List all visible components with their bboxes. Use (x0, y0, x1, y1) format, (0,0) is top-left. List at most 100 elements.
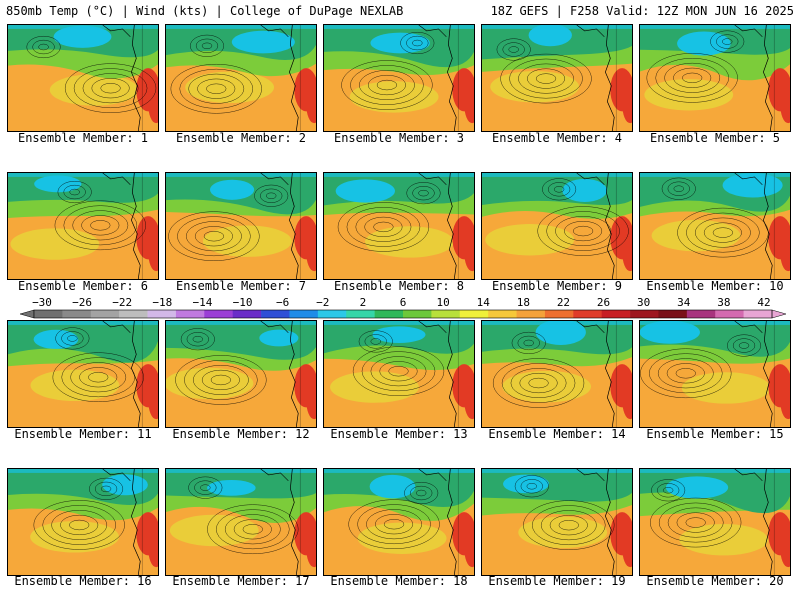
temperature-field-map (324, 321, 474, 427)
ensemble-member-caption: Ensemble Member: 5 (649, 131, 781, 145)
ensemble-map-panel (323, 172, 475, 280)
colorbar-swatch (573, 310, 602, 318)
colorbar-swatch (346, 310, 375, 318)
colorbar-tick-label: −18 (152, 296, 172, 309)
temperature-field-map (166, 321, 316, 427)
colorbar-tick-label: −14 (193, 296, 213, 309)
temperature-colorbar: −30 −26 −22 −18 −14 −10 −6 −2 2 6 10 14 18 22 26 30 34 38… (19, 296, 787, 319)
colorbar-swatch (289, 310, 319, 318)
colorbar-tick-label: 18 (517, 296, 530, 309)
temperature-field-map (482, 469, 632, 575)
colorbar-swatch (431, 310, 461, 318)
ensemble-member-caption: Ensemble Member: 9 (491, 279, 623, 293)
ensemble-map-panel (639, 468, 791, 576)
colorbar-swatch (544, 310, 574, 318)
ensemble-map-panel (639, 320, 791, 428)
ensemble-member-caption: Ensemble Member: 8 (333, 279, 465, 293)
colorbar-swatch (715, 310, 744, 318)
colorbar-swatch (232, 310, 262, 318)
ensemble-map-panel (323, 320, 475, 428)
ensemble-map-panel (323, 468, 475, 576)
colorbar-swatch (147, 310, 177, 318)
temperature-field-map (8, 25, 158, 131)
temperature-field-map (166, 173, 316, 279)
ensemble-member-caption: Ensemble Member: 3 (333, 131, 465, 145)
ensemble-map-panel (165, 468, 317, 576)
ensemble-map-panel (639, 24, 791, 132)
ensemble-map-panel (7, 320, 159, 428)
ensemble-member-caption: Ensemble Member: 4 (491, 131, 623, 145)
ensemble-map-panel (165, 320, 317, 428)
colorbar-swatch (175, 310, 205, 318)
colorbar-swatch (658, 310, 688, 318)
colorbar-tick-label: 2 (360, 296, 367, 309)
colorbar-swatch (261, 310, 290, 318)
colorbar-swatch (62, 310, 92, 318)
colorbar-tick-label: 30 (637, 296, 650, 309)
ensemble-member-caption: Ensemble Member: 6 (17, 279, 149, 293)
map-title: 850mb Temp (°C) | Wind (kts) | College o… (6, 4, 404, 18)
ensemble-map-panel (7, 468, 159, 576)
colorbar-tick-label: −22 (112, 296, 132, 309)
temperature-field-map (482, 25, 632, 131)
ensemble-map-panel (165, 24, 317, 132)
colorbar-swatch (374, 310, 404, 318)
colorbar-tick-label: 6 (400, 296, 407, 309)
colorbar-tick-label: 26 (597, 296, 610, 309)
temperature-field-map (166, 25, 316, 131)
colorbar-min-arrow (19, 309, 35, 319)
temperature-field-map (166, 469, 316, 575)
temperature-field-map (324, 25, 474, 131)
colorbar-swatch (743, 310, 773, 318)
ensemble-map-panel (481, 172, 633, 280)
temperature-field-map (482, 173, 632, 279)
temperature-field-map (324, 173, 474, 279)
colorbar-swatch (601, 310, 631, 318)
temperature-field-map (640, 469, 790, 575)
colorbar-swatch (204, 310, 233, 318)
colorbar-swatch (90, 310, 120, 318)
ensemble-map-panel (323, 24, 475, 132)
ensemble-member-caption: Ensemble Member: 12 (172, 427, 310, 441)
colorbar-max-arrow (771, 309, 787, 319)
colorbar-swatch (686, 310, 716, 318)
ensemble-member-caption: Ensemble Member: 1 (17, 131, 149, 145)
ensemble-map-panel (481, 468, 633, 576)
temperature-field-map (8, 173, 158, 279)
colorbar-tick-label: 38 (717, 296, 730, 309)
ensemble-member-caption: Ensemble Member: 16 (14, 574, 152, 588)
ensemble-member-caption: Ensemble Member: 11 (14, 427, 152, 441)
ensemble-map-panel (7, 24, 159, 132)
colorbar-swatch (34, 310, 63, 318)
ensemble-member-caption: Ensemble Member: 18 (330, 574, 468, 588)
run-valid-time: 18Z GEFS | F258 Valid: 12Z MON JUN 16 20… (490, 4, 794, 18)
ensemble-map-panel (7, 172, 159, 280)
colorbar-swatch (630, 310, 659, 318)
colorbar-swatch (516, 310, 546, 318)
colorbar-swatch (459, 310, 489, 318)
ensemble-map-panel (481, 320, 633, 428)
colorbar-tick-label: 10 (436, 296, 449, 309)
colorbar-tick-label: −10 (233, 296, 253, 309)
ensemble-member-caption: Ensemble Member: 2 (175, 131, 307, 145)
colorbar-swatch (403, 310, 432, 318)
temperature-field-map (640, 321, 790, 427)
ensemble-member-caption: Ensemble Member: 14 (488, 427, 626, 441)
ensemble-member-caption: Ensemble Member: 19 (488, 574, 626, 588)
colorbar-tick-label: −6 (276, 296, 289, 309)
ensemble-map-panel (481, 24, 633, 132)
ensemble-member-caption: Ensemble Member: 10 (646, 279, 784, 293)
temperature-field-map (640, 25, 790, 131)
colorbar-tick-label: −30 (32, 296, 52, 309)
colorbar-tick-label: −26 (72, 296, 92, 309)
temperature-field-map (324, 469, 474, 575)
temperature-field-map (8, 469, 158, 575)
ensemble-member-caption: Ensemble Member: 20 (646, 574, 784, 588)
ensemble-map-panel (165, 172, 317, 280)
colorbar-tick-label: 42 (757, 296, 770, 309)
colorbar-tick-label: 22 (557, 296, 570, 309)
colorbar-tick-label: 34 (677, 296, 691, 309)
colorbar-tick-label: 14 (477, 296, 491, 309)
ensemble-member-caption: Ensemble Member: 7 (175, 279, 307, 293)
ensemble-member-caption: Ensemble Member: 13 (330, 427, 468, 441)
